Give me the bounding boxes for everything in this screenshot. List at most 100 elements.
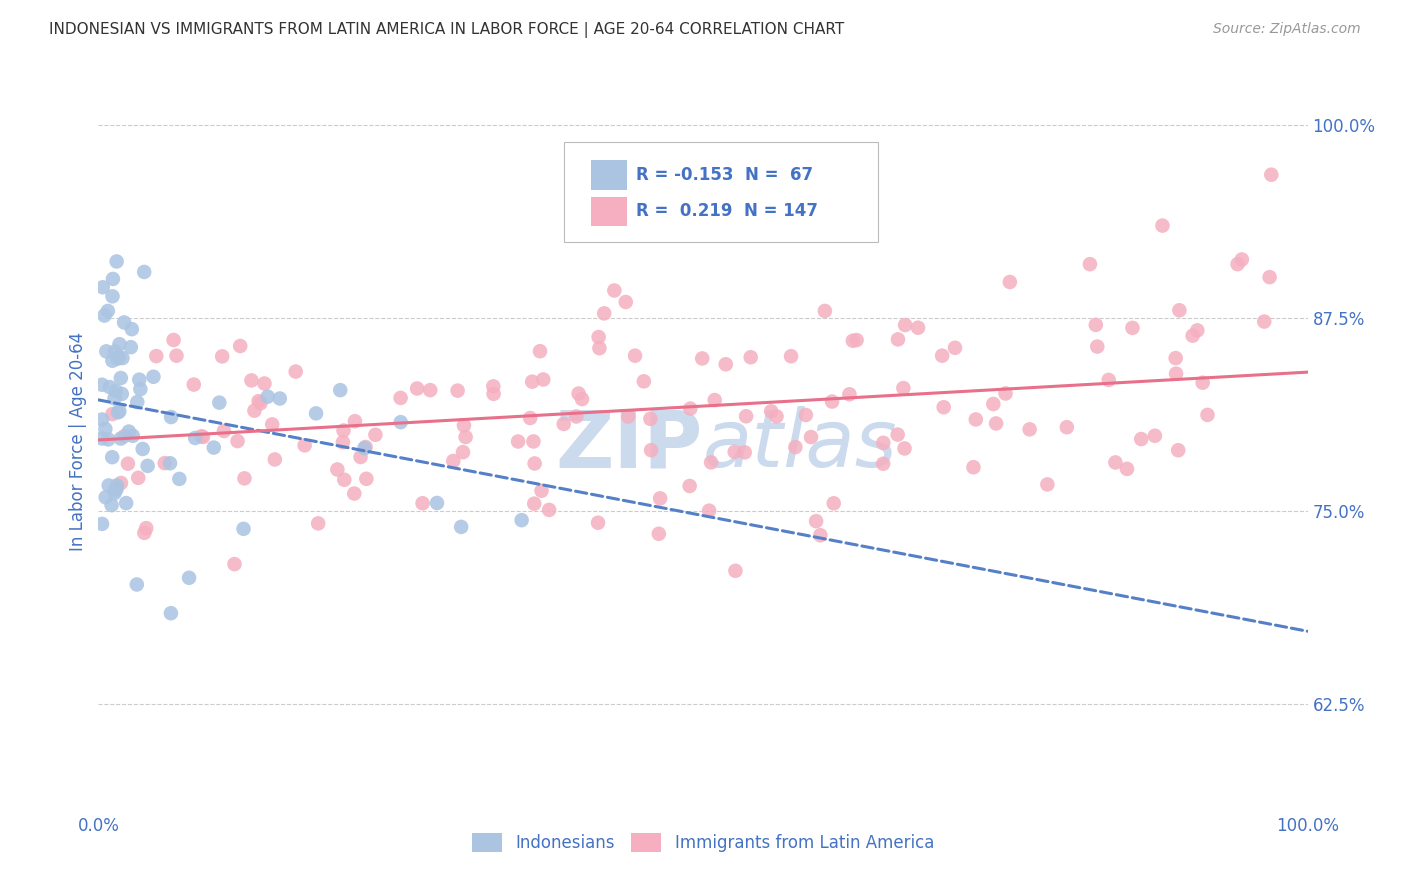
- Point: [364, 427, 387, 442]
- Point: [872, 457, 894, 471]
- Point: [932, 401, 955, 415]
- Point: [256, 390, 278, 404]
- Point: [305, 406, 328, 420]
- Point: [821, 394, 844, 409]
- Point: [735, 409, 758, 424]
- Point: [108, 350, 131, 364]
- Point: [191, 430, 214, 444]
- Point: [101, 450, 124, 465]
- Point: [166, 349, 188, 363]
- Point: [765, 409, 787, 424]
- Point: [356, 472, 378, 486]
- Point: [343, 414, 366, 428]
- Point: [160, 410, 183, 425]
- Point: [105, 482, 128, 496]
- Point: [389, 415, 412, 429]
- Point: [121, 429, 143, 443]
- Point: [97, 304, 120, 318]
- Point: [617, 409, 640, 424]
- Point: [159, 456, 181, 470]
- Point: [190, 429, 212, 443]
- Point: [121, 322, 143, 336]
- Point: [624, 349, 647, 363]
- Point: [104, 483, 127, 498]
- Point: [588, 330, 610, 344]
- Point: [614, 295, 637, 310]
- Point: [226, 434, 249, 448]
- Point: [506, 434, 529, 449]
- Point: [183, 377, 205, 392]
- Point: [284, 365, 307, 379]
- Point: [406, 382, 429, 396]
- Point: [127, 471, 149, 485]
- Text: atlas: atlas: [703, 406, 898, 484]
- Point: [142, 369, 165, 384]
- Point: [648, 526, 671, 541]
- Point: [100, 498, 122, 512]
- Point: [329, 383, 352, 397]
- Point: [101, 272, 124, 286]
- Point: [208, 395, 231, 409]
- Point: [1056, 420, 1078, 434]
- Point: [162, 333, 184, 347]
- Point: [91, 377, 114, 392]
- Point: [640, 443, 662, 458]
- Point: [110, 475, 132, 490]
- Point: [633, 375, 655, 389]
- Point: [522, 434, 544, 449]
- Point: [343, 486, 366, 500]
- Point: [1167, 443, 1189, 458]
- Point: [91, 412, 114, 426]
- Point: [482, 386, 505, 401]
- Point: [97, 478, 120, 492]
- Point: [229, 339, 252, 353]
- Point: [101, 407, 124, 421]
- Point: [1258, 270, 1281, 285]
- Point: [441, 454, 464, 468]
- Point: [1168, 303, 1191, 318]
- Point: [794, 408, 817, 422]
- Text: Source: ZipAtlas.com: Source: ZipAtlas.com: [1213, 22, 1361, 37]
- Point: [724, 564, 747, 578]
- Point: [91, 280, 114, 294]
- Point: [640, 412, 662, 426]
- Point: [211, 350, 233, 364]
- Point: [135, 521, 157, 535]
- Point: [153, 456, 176, 470]
- Point: [107, 351, 129, 366]
- Point: [650, 491, 672, 506]
- Point: [169, 472, 191, 486]
- Point: [1253, 314, 1275, 328]
- Point: [177, 571, 200, 585]
- Point: [1098, 373, 1121, 387]
- Point: [97, 433, 120, 447]
- FancyBboxPatch shape: [591, 196, 627, 227]
- Point: [893, 442, 915, 456]
- Point: [510, 513, 533, 527]
- Point: [943, 341, 966, 355]
- Point: [354, 440, 377, 454]
- Point: [269, 392, 291, 406]
- Point: [332, 435, 354, 450]
- Point: [262, 417, 284, 432]
- Point: [845, 333, 868, 347]
- Point: [101, 289, 124, 303]
- Point: [111, 387, 134, 401]
- Point: [965, 412, 987, 426]
- Legend: Indonesians, Immigrants from Latin America: Indonesians, Immigrants from Latin Ameri…: [465, 826, 941, 859]
- Point: [994, 386, 1017, 401]
- FancyBboxPatch shape: [564, 142, 879, 242]
- Point: [1152, 219, 1174, 233]
- Point: [1018, 422, 1040, 436]
- Point: [111, 351, 134, 365]
- Text: R =  0.219  N = 147: R = 0.219 N = 147: [637, 202, 818, 220]
- Point: [108, 404, 131, 418]
- Point: [419, 383, 441, 397]
- Point: [94, 491, 117, 505]
- Point: [307, 516, 329, 531]
- Point: [127, 395, 149, 409]
- Point: [780, 349, 803, 363]
- Point: [679, 479, 702, 493]
- Point: [907, 320, 929, 334]
- Text: INDONESIAN VS IMMIGRANTS FROM LATIN AMERICA IN LABOR FORCE | AGE 20-64 CORRELATI: INDONESIAN VS IMMIGRANTS FROM LATIN AMER…: [49, 22, 845, 38]
